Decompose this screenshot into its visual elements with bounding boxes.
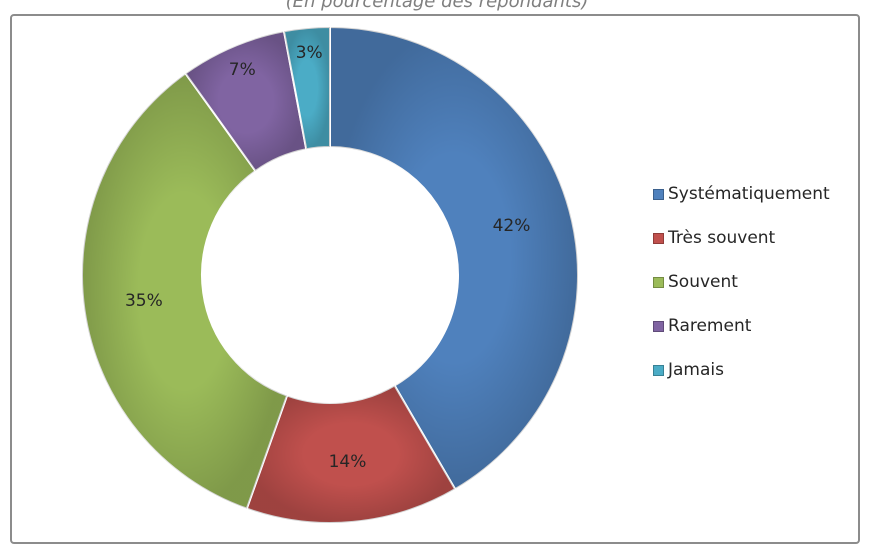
slice-rarement-shade [185,31,307,171]
legend-swatch [653,232,664,244]
legend-label: Jamais [668,360,724,380]
legend-label: Très souvent [668,228,776,248]
doughnut-chart: 42% 14% 35% 7% 3% [81,25,579,524]
legend-item-jamais: Jamais [653,348,863,392]
legend-item-tres-souvent: Très souvent [653,216,863,260]
data-label: 7% [229,60,256,80]
legend-label: Souvent [668,272,738,292]
legend-swatch [653,320,664,332]
legend-swatch [653,276,664,288]
chart-subtitle: (En pourcentage des répondants) [285,0,589,12]
legend-swatch [653,364,664,376]
legend-label: Rarement [668,316,752,336]
legend-item-systematiquement: Systématiquement [653,172,863,216]
data-label: 35% [125,291,163,311]
data-label: 14% [329,452,367,472]
slice-jamais-shade [283,27,330,150]
legend-item-rarement: Rarement [653,304,863,348]
legend-swatch [653,188,664,200]
chart-legend: Systématiquement Très souvent Souvent Ra… [653,172,863,392]
slice-souvent-shade [81,73,288,509]
legend-label: Systématiquement [668,184,830,204]
data-label: 3% [296,43,323,63]
data-label: 42% [493,216,531,236]
slice-systematiquement-shade [330,27,578,490]
slice-tres-souvent-shade [246,385,456,523]
legend-item-souvent: Souvent [653,260,863,304]
